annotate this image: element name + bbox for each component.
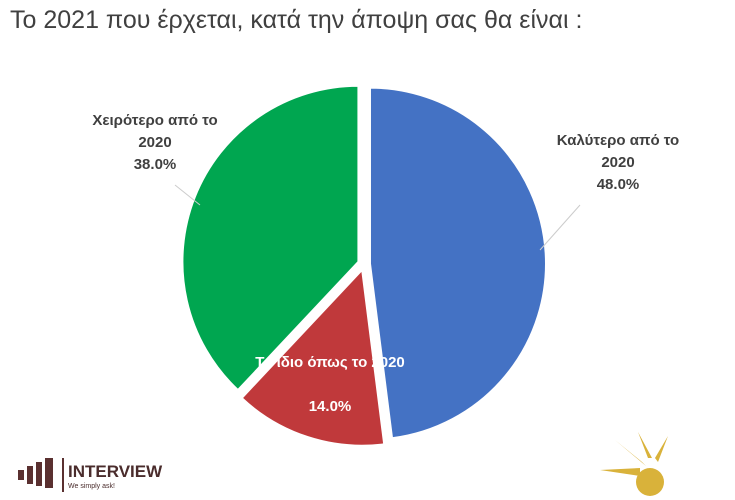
- logo-tagline: We simply ask!: [68, 483, 115, 490]
- logo-icon: [18, 458, 64, 492]
- leader-line: [539, 204, 581, 251]
- slice-category: Καλύτερο από το 2020: [556, 132, 680, 171]
- sun-icon: [600, 432, 668, 496]
- leader-line: [174, 184, 201, 206]
- slice-value-label: 38.0%: [133, 156, 177, 173]
- slice-category: Το ίδιο όπως το 2020: [255, 354, 405, 371]
- slice-category: Χειρότερο από το 2020: [92, 112, 218, 151]
- pie-slice: [368, 86, 547, 440]
- slice-value-label: 48.0%: [596, 176, 640, 193]
- logo-name: INTERVIEW: [68, 462, 163, 481]
- pie-slice: [181, 84, 360, 392]
- slice-value-label: 14.0%: [308, 398, 352, 415]
- chart-title: Το 2021 που έρχεται, κατά την άποψη σας …: [10, 6, 583, 34]
- pie-slice: [240, 267, 386, 447]
